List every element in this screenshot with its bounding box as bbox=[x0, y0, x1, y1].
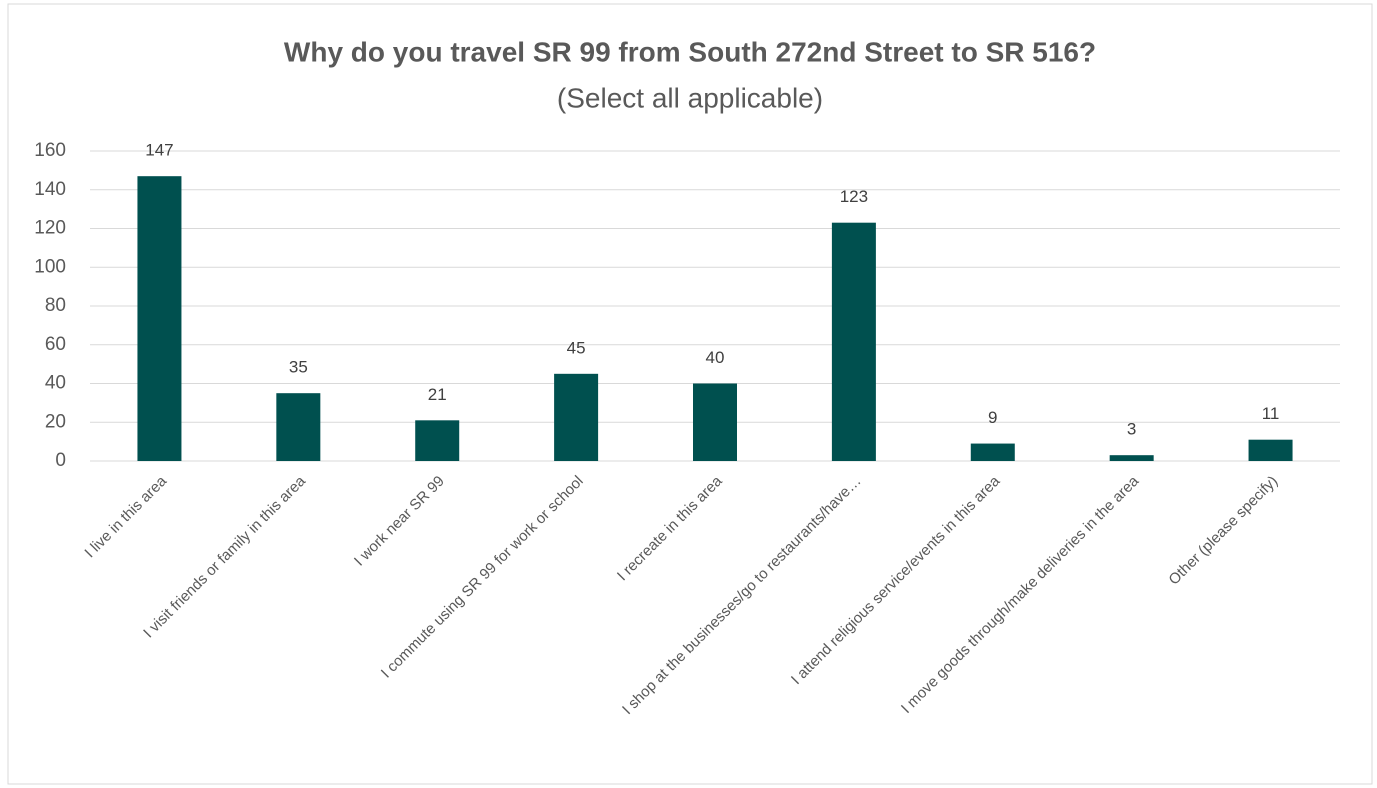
y-tick-label: 140 bbox=[34, 179, 66, 200]
bar bbox=[831, 222, 876, 461]
data-label: 147 bbox=[145, 141, 173, 160]
bar bbox=[137, 176, 182, 461]
y-tick-label: 0 bbox=[55, 450, 66, 471]
data-label: 45 bbox=[567, 338, 586, 357]
data-label: 21 bbox=[428, 385, 447, 404]
data-label: 40 bbox=[706, 348, 725, 367]
bar bbox=[970, 443, 1015, 461]
bar bbox=[554, 373, 599, 461]
y-tick-label: 120 bbox=[34, 218, 66, 239]
y-tick-label: 60 bbox=[45, 334, 66, 355]
bar bbox=[1248, 439, 1293, 461]
chart-title: Why do you travel SR 99 from South 272nd… bbox=[284, 36, 1096, 67]
bar bbox=[693, 383, 737, 461]
y-tick-label: 40 bbox=[45, 373, 66, 394]
chart-border bbox=[7, 3, 1373, 785]
data-label: 35 bbox=[289, 358, 308, 377]
chart-subtitle: (Select all applicable) bbox=[557, 82, 823, 113]
bar bbox=[276, 393, 321, 461]
bar bbox=[1109, 455, 1154, 461]
y-tick-label: 160 bbox=[34, 140, 66, 161]
y-tick-label: 100 bbox=[34, 256, 66, 277]
data-label: 9 bbox=[988, 408, 997, 427]
y-tick-label: 80 bbox=[45, 295, 66, 316]
data-label: 11 bbox=[1262, 404, 1280, 423]
data-label: 123 bbox=[840, 187, 868, 206]
data-label: 3 bbox=[1127, 420, 1136, 439]
bar bbox=[415, 420, 460, 461]
y-tick-label: 20 bbox=[45, 411, 66, 432]
